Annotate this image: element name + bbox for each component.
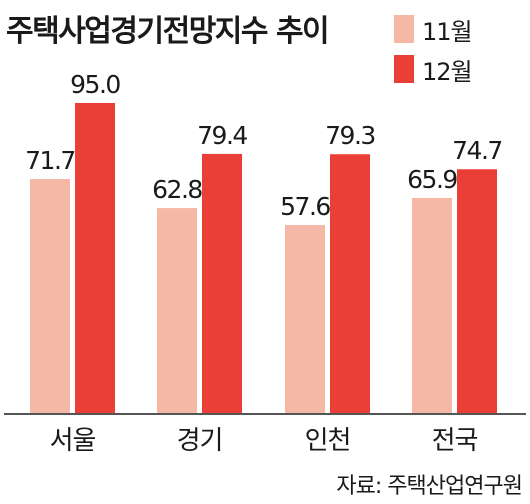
- bar-nov-3: [412, 197, 452, 413]
- source-note: 자료: 주택산업연구원: [336, 474, 523, 499]
- legend-label-nov: 11월: [422, 17, 473, 46]
- bar-dec-1: [202, 153, 242, 413]
- bar-nov-2: [285, 225, 325, 413]
- category-label-0: 서울: [50, 426, 96, 456]
- legend-item-nov: 11월: [394, 12, 473, 46]
- value-label-nov-2: 57.6: [280, 192, 330, 221]
- legend-swatch-nov: [394, 15, 414, 43]
- bar-dec-3: [457, 169, 497, 413]
- bar-nov-0: [30, 179, 70, 413]
- legend-label-dec: 12월: [422, 57, 473, 86]
- bar-dec-2: [330, 154, 370, 414]
- legend-swatch-dec: [394, 55, 414, 83]
- chart-title: 주택사업경기전망지수 추이: [6, 14, 330, 49]
- category-label-3: 전국: [432, 426, 478, 456]
- value-label-dec-2: 79.3: [325, 121, 375, 150]
- value-label-nov-0: 71.7: [25, 146, 75, 175]
- value-label-dec-3: 74.7: [452, 136, 502, 165]
- value-label-nov-1: 62.8: [152, 175, 202, 204]
- bar-dec-0: [75, 103, 115, 413]
- category-label-1: 경기: [177, 426, 223, 456]
- legend-item-dec: 12월: [394, 52, 473, 86]
- value-label-dec-1: 79.4: [197, 121, 247, 150]
- category-label-2: 인천: [305, 426, 351, 456]
- legend: 11월 12월: [394, 12, 473, 92]
- value-label-dec-0: 95.0: [70, 70, 120, 99]
- bar-nov-1: [157, 208, 197, 413]
- value-label-nov-3: 65.9: [407, 165, 457, 194]
